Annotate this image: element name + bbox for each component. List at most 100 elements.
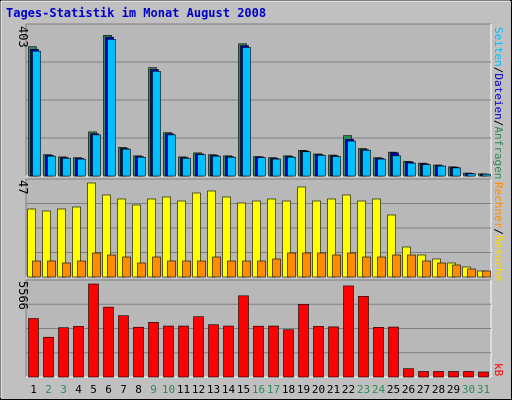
- bar-kb-day-27: [418, 371, 429, 378]
- bar-rechner-day-12: [197, 260, 206, 278]
- bar-besuche-day-4: [72, 206, 81, 278]
- bar-rechner-day-23: [362, 256, 371, 278]
- bar-kb-day-26: [403, 368, 414, 378]
- top-panel-max-label: 403: [16, 26, 30, 48]
- bar-kb-day-19: [298, 304, 309, 378]
- bar-seiten-day-13: [212, 155, 221, 177]
- legend-besuche: Besuche: [492, 235, 505, 281]
- bar-kb-day-4: [73, 326, 84, 378]
- day-label-31: 31: [477, 383, 490, 396]
- bar-kb-day-22: [343, 285, 354, 378]
- bar-seiten-day-22: [347, 140, 356, 177]
- bar-seiten-day-7: [122, 148, 131, 177]
- middle-panel-max-label: 47: [16, 180, 30, 194]
- day-label-28: 28: [432, 383, 445, 396]
- day-label-29: 29: [447, 383, 460, 396]
- bar-besuche-day-9: [147, 198, 156, 278]
- bar-seiten-day-12: [197, 154, 206, 177]
- bar-seiten-day-25: [392, 155, 401, 177]
- bar-kb-day-10: [163, 325, 174, 378]
- bar-besuche-day-13: [207, 190, 216, 278]
- day-label-19: 19: [297, 383, 310, 396]
- bar-rechner-day-8: [137, 262, 146, 278]
- bar-besuche-day-25: [387, 214, 396, 278]
- day-label-15: 15: [237, 383, 250, 396]
- day-label-21: 21: [327, 383, 340, 396]
- bar-seiten-day-3: [62, 158, 71, 177]
- bar-seiten-day-9: [152, 71, 161, 177]
- bar-seiten-day-6: [107, 39, 116, 177]
- bar-seiten-day-18: [287, 156, 296, 177]
- day-label-8: 8: [135, 383, 142, 396]
- svg-text:Rechner/Besuche: Rechner/Besuche: [492, 182, 505, 281]
- legend-rechner: Rechner: [492, 182, 505, 229]
- bar-rechner-day-19: [302, 252, 311, 278]
- middle-panel: [25, 178, 492, 278]
- bar-kb-day-5: [88, 283, 99, 378]
- bar-seiten-day-10: [167, 134, 176, 177]
- bar-seiten-day-30: [467, 173, 476, 177]
- bar-rechner-day-17: [272, 258, 281, 278]
- bar-rechner-day-14: [227, 260, 236, 278]
- day-label-18: 18: [282, 383, 295, 396]
- bar-kb-day-31: [478, 371, 489, 378]
- day-label-2: 2: [45, 383, 52, 396]
- bar-kb-day-29: [448, 371, 459, 378]
- bar-kb-day-2: [43, 336, 54, 378]
- bar-rechner-day-9: [152, 256, 161, 278]
- bar-seiten-day-1: [32, 50, 41, 177]
- day-label-13: 13: [207, 383, 220, 396]
- bar-rechner-day-24: [377, 256, 386, 278]
- bar-rechner-day-4: [77, 260, 86, 278]
- bar-besuche-day-1: [27, 208, 36, 278]
- bar-besuche-day-12: [192, 192, 201, 278]
- day-label-30: 30: [462, 383, 475, 396]
- day-label-9: 9: [150, 383, 157, 396]
- bar-kb-day-7: [118, 315, 129, 378]
- bar-besuche-day-21: [327, 198, 336, 278]
- day-label-6: 6: [105, 383, 112, 396]
- day-label-5: 5: [90, 383, 97, 396]
- bar-besuche-day-15: [237, 202, 246, 278]
- middle-panel-legend: Rechner/Besuche: [492, 182, 505, 281]
- day-label-12: 12: [192, 383, 205, 396]
- bar-kb-day-3: [58, 327, 69, 378]
- day-axis-labels: 1 2 3 4 5 6 7 8 9 10 11 12 13 14 15 16 17 18 19 20 21 22 23 24 2…: [30, 383, 490, 396]
- bar-rechner-day-21: [332, 254, 341, 278]
- day-label-16: 16: [252, 383, 265, 396]
- bar-kb-day-12: [193, 316, 204, 378]
- bar-seiten-day-31: [482, 173, 491, 177]
- bar-seiten-day-19: [302, 151, 311, 177]
- bar-rechner-day-7: [122, 256, 131, 278]
- day-label-11: 11: [177, 383, 190, 396]
- day-label-25: 25: [387, 383, 400, 396]
- bottom-panel-max-label: 5566: [16, 281, 30, 310]
- bar-seiten-day-2: [47, 155, 56, 177]
- bar-kb-day-20: [313, 326, 324, 378]
- bar-besuche-day-7: [117, 198, 126, 278]
- bar-rechner-day-10: [167, 260, 176, 278]
- bar-seiten-day-5: [92, 134, 101, 177]
- bar-seiten-day-29: [452, 167, 461, 177]
- top-panel: [25, 23, 492, 177]
- day-label-3: 3: [60, 383, 67, 396]
- bar-seiten-day-24: [377, 158, 386, 177]
- chart-title: Tages-Statistik im Monat August 2008: [6, 6, 266, 20]
- bottom-panel: [25, 279, 492, 378]
- bar-kb-day-18: [283, 329, 294, 378]
- day-label-4: 4: [75, 383, 82, 396]
- bar-rechner-day-29: [452, 264, 461, 278]
- bar-seiten-day-16: [257, 157, 266, 177]
- bar-rechner-day-25: [392, 254, 401, 278]
- bar-kb-day-24: [373, 327, 384, 378]
- bar-rechner-day-2: [47, 260, 56, 278]
- bar-kb-day-15: [238, 295, 249, 378]
- bar-seiten-day-28: [437, 165, 446, 177]
- bar-seiten-day-23: [362, 149, 371, 177]
- day-label-22: 22: [342, 383, 355, 396]
- bar-kb-day-1: [28, 318, 39, 378]
- svg-text:Seiten/Dateien/Anfragen: Seiten/Dateien/Anfragen: [492, 27, 505, 179]
- bar-kb-day-8: [133, 326, 144, 378]
- bar-besuche-day-10: [162, 196, 171, 278]
